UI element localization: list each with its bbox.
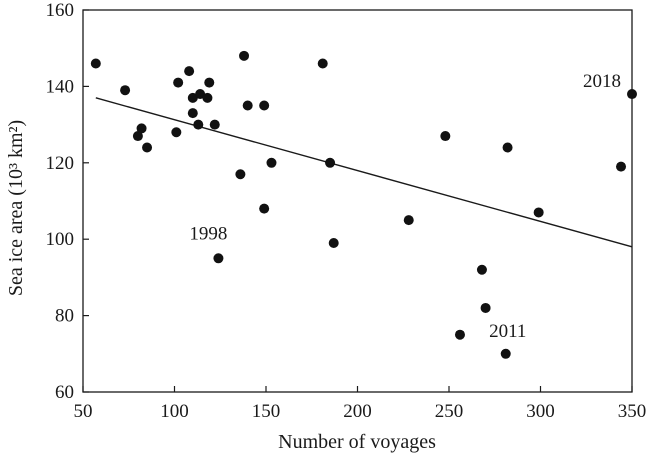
y-tick-label: 140: [46, 76, 75, 97]
data-point: [213, 253, 224, 264]
data-point: [136, 123, 147, 134]
data-point: [209, 119, 220, 130]
x-tick-label: 250: [435, 401, 464, 422]
data-point: [454, 329, 465, 340]
x-tick-label: 100: [160, 401, 189, 422]
data-point: [90, 58, 101, 69]
y-tick-label: 100: [46, 229, 75, 250]
x-tick-label: 50: [74, 401, 93, 422]
y-tick-label: 80: [55, 306, 74, 327]
data-point: [616, 161, 627, 172]
data-point: [403, 215, 414, 226]
y-tick-label: 160: [46, 0, 75, 21]
data-point: [325, 157, 336, 168]
y-axis-label: Sea ice area (10³ km²): [5, 120, 27, 296]
data-point: [242, 100, 253, 111]
y-tick-label: 60: [55, 382, 74, 403]
data-point: [266, 157, 277, 168]
point-annotation: 2011: [489, 321, 526, 342]
y-tick-label: 120: [46, 153, 75, 174]
x-tick-label: 200: [343, 401, 372, 422]
data-point: [142, 142, 153, 153]
plot-frame: [82, 9, 633, 393]
data-point: [239, 50, 250, 61]
data-point: [533, 207, 544, 218]
plot-area: 50 100 150 200 250 300 350 60 80 100 120 140 160 1998…: [46, 0, 647, 422]
point-annotation: 1998: [189, 223, 227, 244]
data-point: [500, 348, 511, 359]
data-point: [480, 302, 491, 313]
data-point: [328, 238, 339, 249]
data-point: [627, 89, 637, 100]
data-point: [502, 142, 513, 153]
data-point: [187, 108, 198, 119]
data-point: [259, 100, 270, 111]
data-point: [259, 203, 270, 214]
data-point: [193, 119, 204, 130]
data-point: [476, 264, 487, 275]
data-point: [440, 131, 451, 142]
x-tick-label: 300: [526, 401, 555, 422]
data-point: [132, 131, 143, 142]
data-point: [171, 127, 182, 138]
data-point: [317, 58, 328, 69]
data-point: [204, 77, 215, 88]
trendline: [95, 97, 633, 248]
data-point: [202, 92, 213, 103]
x-tick-label: 150: [252, 401, 281, 422]
data-point: [173, 77, 184, 88]
x-tick-label: 350: [618, 401, 647, 422]
data-point: [184, 66, 195, 77]
x-axis-label: Number of voyages: [278, 431, 436, 453]
point-annotation: 2018: [583, 71, 621, 92]
data-point: [120, 85, 131, 96]
data-point: [235, 169, 246, 180]
